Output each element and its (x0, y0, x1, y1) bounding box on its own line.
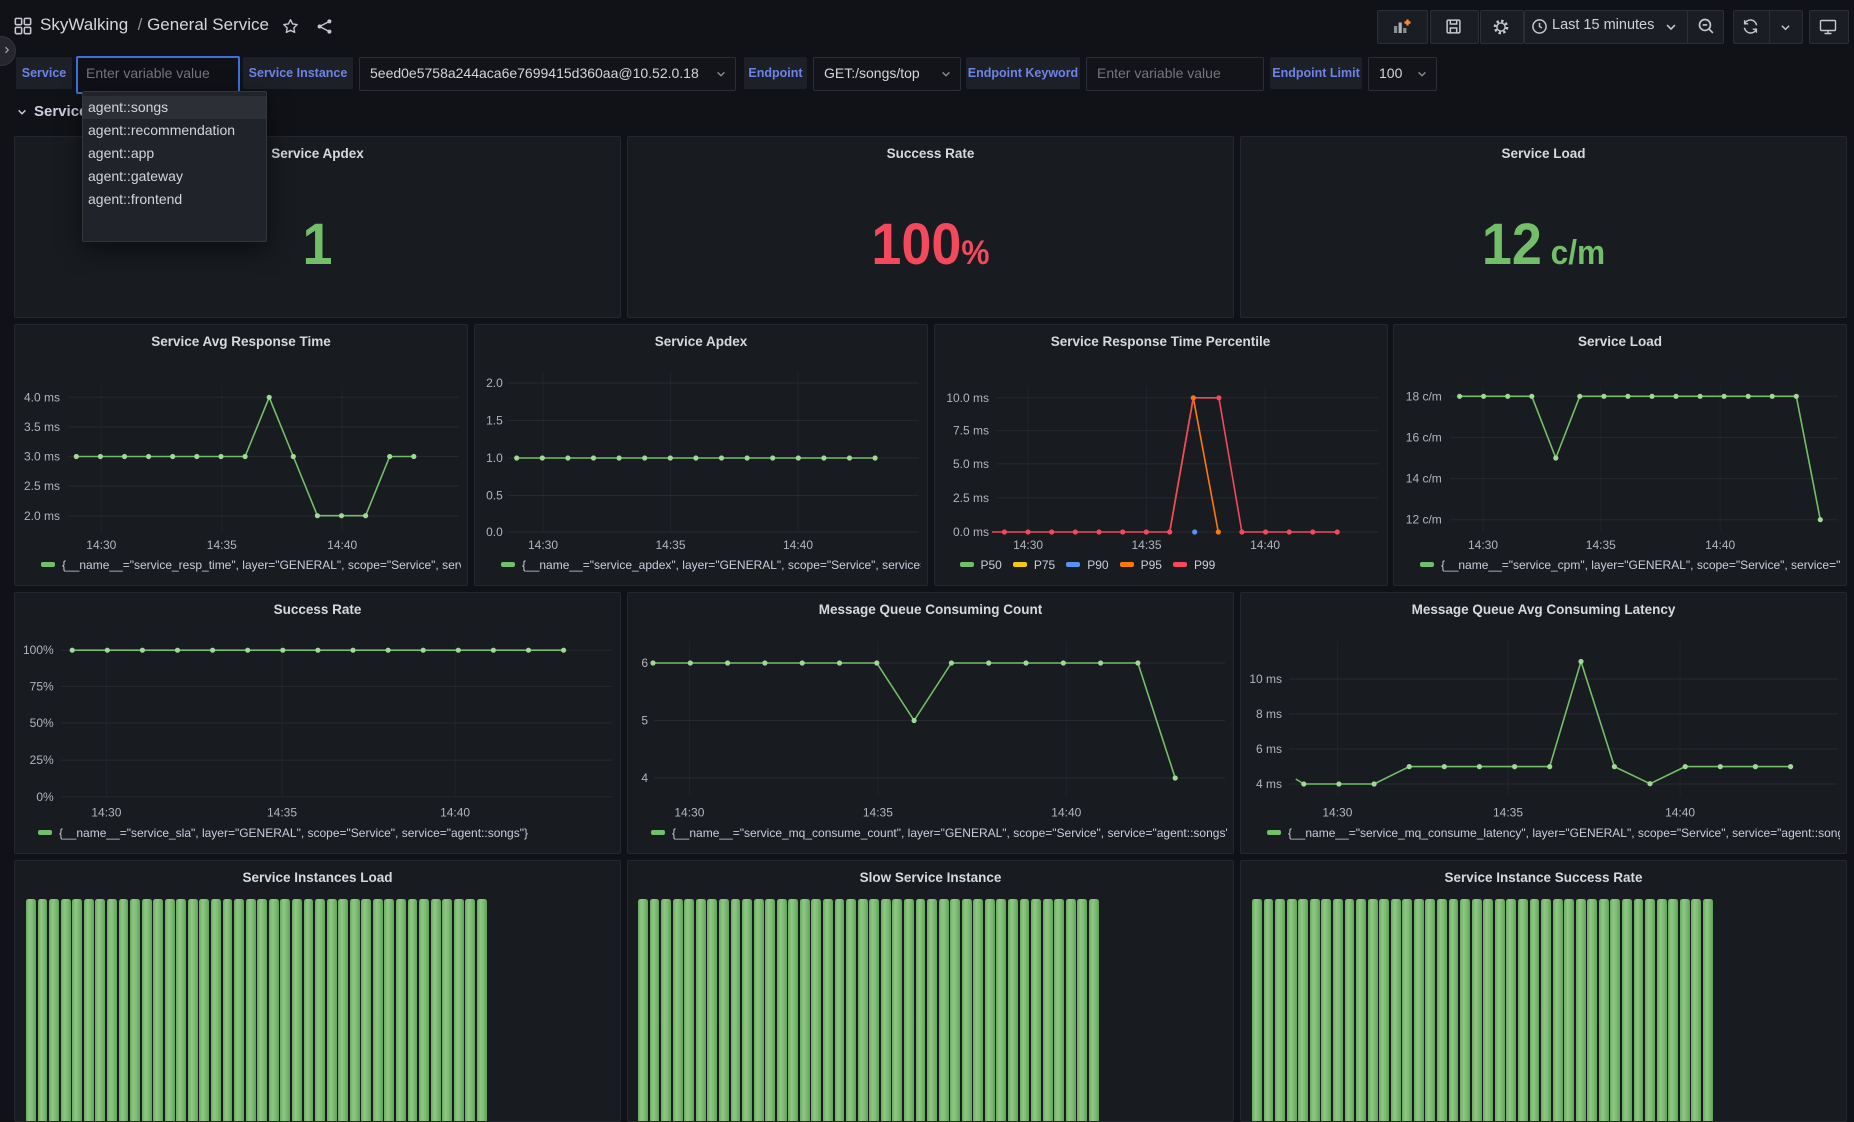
svg-text:50%: 50% (30, 716, 54, 730)
svg-text:14:35: 14:35 (1493, 806, 1523, 820)
svg-text:2.5 ms: 2.5 ms (24, 479, 60, 493)
svg-text:2.0: 2.0 (486, 376, 503, 390)
svg-text:1.0: 1.0 (486, 451, 503, 465)
svg-text:14:40: 14:40 (1250, 538, 1280, 552)
svg-text:5: 5 (641, 714, 648, 728)
svg-text:14:30: 14:30 (528, 538, 558, 552)
svg-text:14:30: 14:30 (1322, 806, 1352, 820)
svg-text:25%: 25% (30, 753, 54, 767)
svg-text:14 c/m: 14 c/m (1406, 472, 1442, 486)
svg-text:0%: 0% (36, 790, 54, 804)
svg-text:14:30: 14:30 (91, 806, 121, 820)
svg-text:10 ms: 10 ms (1249, 672, 1282, 686)
svg-text:6: 6 (641, 656, 648, 670)
svg-text:100%: 100% (23, 643, 54, 657)
svg-text:14:30: 14:30 (1468, 538, 1498, 552)
svg-text:14:35: 14:35 (863, 806, 893, 820)
svg-text:5.0 ms: 5.0 ms (952, 457, 988, 471)
svg-text:14:40: 14:40 (1665, 806, 1695, 820)
svg-text:4: 4 (641, 771, 648, 785)
svg-text:14:40: 14:40 (783, 538, 813, 552)
svg-text:0.5: 0.5 (486, 489, 503, 503)
svg-text:14:35: 14:35 (207, 538, 237, 552)
svg-text:4.0 ms: 4.0 ms (24, 390, 60, 404)
svg-text:14:30: 14:30 (674, 806, 704, 820)
svg-text:1.5: 1.5 (486, 414, 503, 428)
svg-text:3.0 ms: 3.0 ms (24, 450, 60, 464)
svg-text:18 c/m: 18 c/m (1406, 389, 1442, 403)
svg-text:14:40: 14:40 (440, 806, 470, 820)
svg-text:10.0 ms: 10.0 ms (946, 391, 989, 405)
svg-text:14:30: 14:30 (86, 538, 116, 552)
svg-text:14:40: 14:40 (1705, 538, 1735, 552)
svg-text:14:35: 14:35 (1586, 538, 1616, 552)
svg-text:14:40: 14:40 (1051, 806, 1081, 820)
svg-text:6 ms: 6 ms (1256, 742, 1282, 756)
svg-text:14:30: 14:30 (1013, 538, 1043, 552)
svg-text:14:35: 14:35 (655, 538, 685, 552)
svg-text:0.0: 0.0 (486, 525, 503, 539)
svg-text:3.5 ms: 3.5 ms (24, 420, 60, 434)
svg-text:14:40: 14:40 (327, 538, 357, 552)
svg-text:0.0 ms: 0.0 ms (952, 525, 988, 539)
svg-text:4 ms: 4 ms (1256, 777, 1282, 791)
svg-text:14:35: 14:35 (1131, 538, 1161, 552)
svg-text:14:35: 14:35 (267, 806, 297, 820)
svg-text:2.5 ms: 2.5 ms (952, 491, 988, 505)
svg-text:75%: 75% (30, 679, 54, 693)
svg-text:16 c/m: 16 c/m (1406, 430, 1442, 444)
svg-text:12 c/m: 12 c/m (1406, 513, 1442, 527)
svg-text:7.5 ms: 7.5 ms (952, 424, 988, 438)
svg-text:2.0 ms: 2.0 ms (24, 509, 60, 523)
svg-text:8 ms: 8 ms (1256, 707, 1282, 721)
